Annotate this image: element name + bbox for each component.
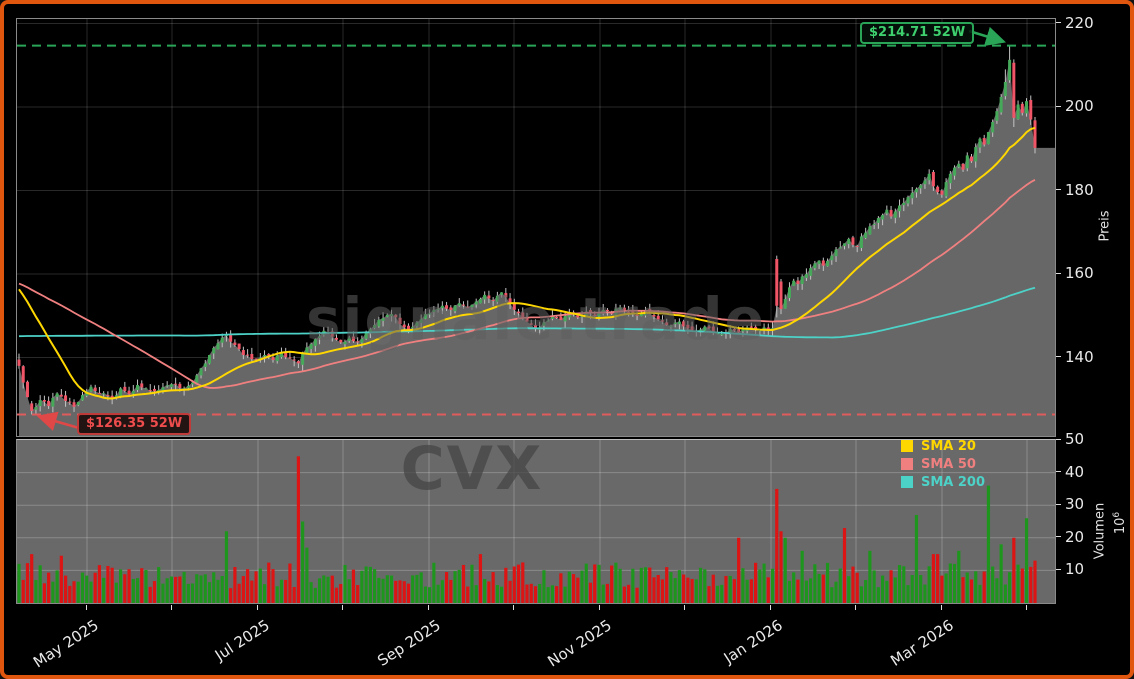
x-tick-mark <box>855 605 856 610</box>
x-tick-mark <box>599 605 600 610</box>
volume-panel: CVX <box>16 434 1056 604</box>
legend-item-sma200: SMA 200 <box>901 473 985 491</box>
high-52w-arrow <box>968 26 1006 47</box>
x-tick-mark <box>342 605 343 610</box>
y-tick-mark <box>1056 356 1061 357</box>
legend-item-sma50: SMA 50 <box>901 455 985 473</box>
price-area-fill <box>19 59 1055 437</box>
y-tick-mark <box>1056 438 1061 440</box>
x-tick-mark <box>1026 605 1027 610</box>
y-tick-mark <box>1056 503 1061 505</box>
x-axis-label: Mar 2026 <box>887 616 957 670</box>
high-52w-annotation: $214.71 52W <box>860 22 975 44</box>
y-tick-label: 220 <box>1065 13 1094 32</box>
y-tick-label: 50 <box>1065 430 1085 448</box>
x-tick-mark <box>257 605 258 610</box>
x-tick-mark <box>171 605 172 610</box>
y-tick-mark <box>1056 471 1061 473</box>
x-tick-mark <box>941 605 942 610</box>
x-axis-label: May 2025 <box>29 616 102 672</box>
volume-axis-title: Volumen <box>1092 502 1108 560</box>
legend-label: SMA 20 <box>921 438 976 454</box>
x-axis-label: Sep 2025 <box>374 616 444 670</box>
volume-bars-group <box>17 456 1037 603</box>
y-tick-mark <box>1056 568 1061 570</box>
legend-swatch-icon <box>901 458 913 470</box>
y-tick-label: 30 <box>1065 495 1085 514</box>
price-axis-title: Preis <box>1097 210 1113 242</box>
low-52w-arrow <box>36 411 80 431</box>
x-tick-mark <box>86 605 87 610</box>
x-tick-mark <box>770 605 771 610</box>
x-tick-mark <box>513 605 514 610</box>
x-axis-label: Jan 2026 <box>720 616 786 668</box>
sma-50-line <box>18 179 1036 389</box>
legend-swatch-icon <box>901 476 913 488</box>
y-tick-label: 40 <box>1065 462 1085 481</box>
low-52w-annotation: $126.35 52W <box>77 413 192 435</box>
price-chart-svg <box>17 19 1055 437</box>
legend-item-sma20: SMA 20 <box>901 437 985 455</box>
price-panel: signale.trade <box>16 18 1056 437</box>
legend: SMA 20 SMA 50 SMA 200 <box>901 437 985 491</box>
y-tick-mark <box>1056 22 1061 23</box>
legend-label: SMA 50 <box>921 456 976 472</box>
y-tick-label: 20 <box>1065 527 1085 546</box>
y-tick-label: 160 <box>1065 264 1094 282</box>
volume-axis-unit: 106 <box>1111 511 1129 535</box>
y-tick-label: 140 <box>1065 347 1094 366</box>
y-tick-label: 180 <box>1065 180 1094 199</box>
x-axis-label: Nov 2025 <box>544 616 615 671</box>
sma-200-line <box>18 286 1036 339</box>
y-tick-label: 200 <box>1065 97 1094 115</box>
legend-swatch-icon <box>901 440 913 452</box>
volume-chart-svg <box>17 440 1055 603</box>
y-tick-mark <box>1056 189 1061 190</box>
y-tick-mark <box>1056 272 1061 274</box>
x-tick-mark <box>684 605 685 610</box>
y-tick-label: 10 <box>1065 560 1085 579</box>
y-tick-mark <box>1056 105 1061 107</box>
sma-20-line <box>18 126 1036 400</box>
x-tick-mark <box>428 605 429 610</box>
y-tick-mark <box>1056 536 1061 538</box>
x-axis-label: Jul 2025 <box>211 616 273 665</box>
legend-label: SMA 200 <box>921 474 986 490</box>
